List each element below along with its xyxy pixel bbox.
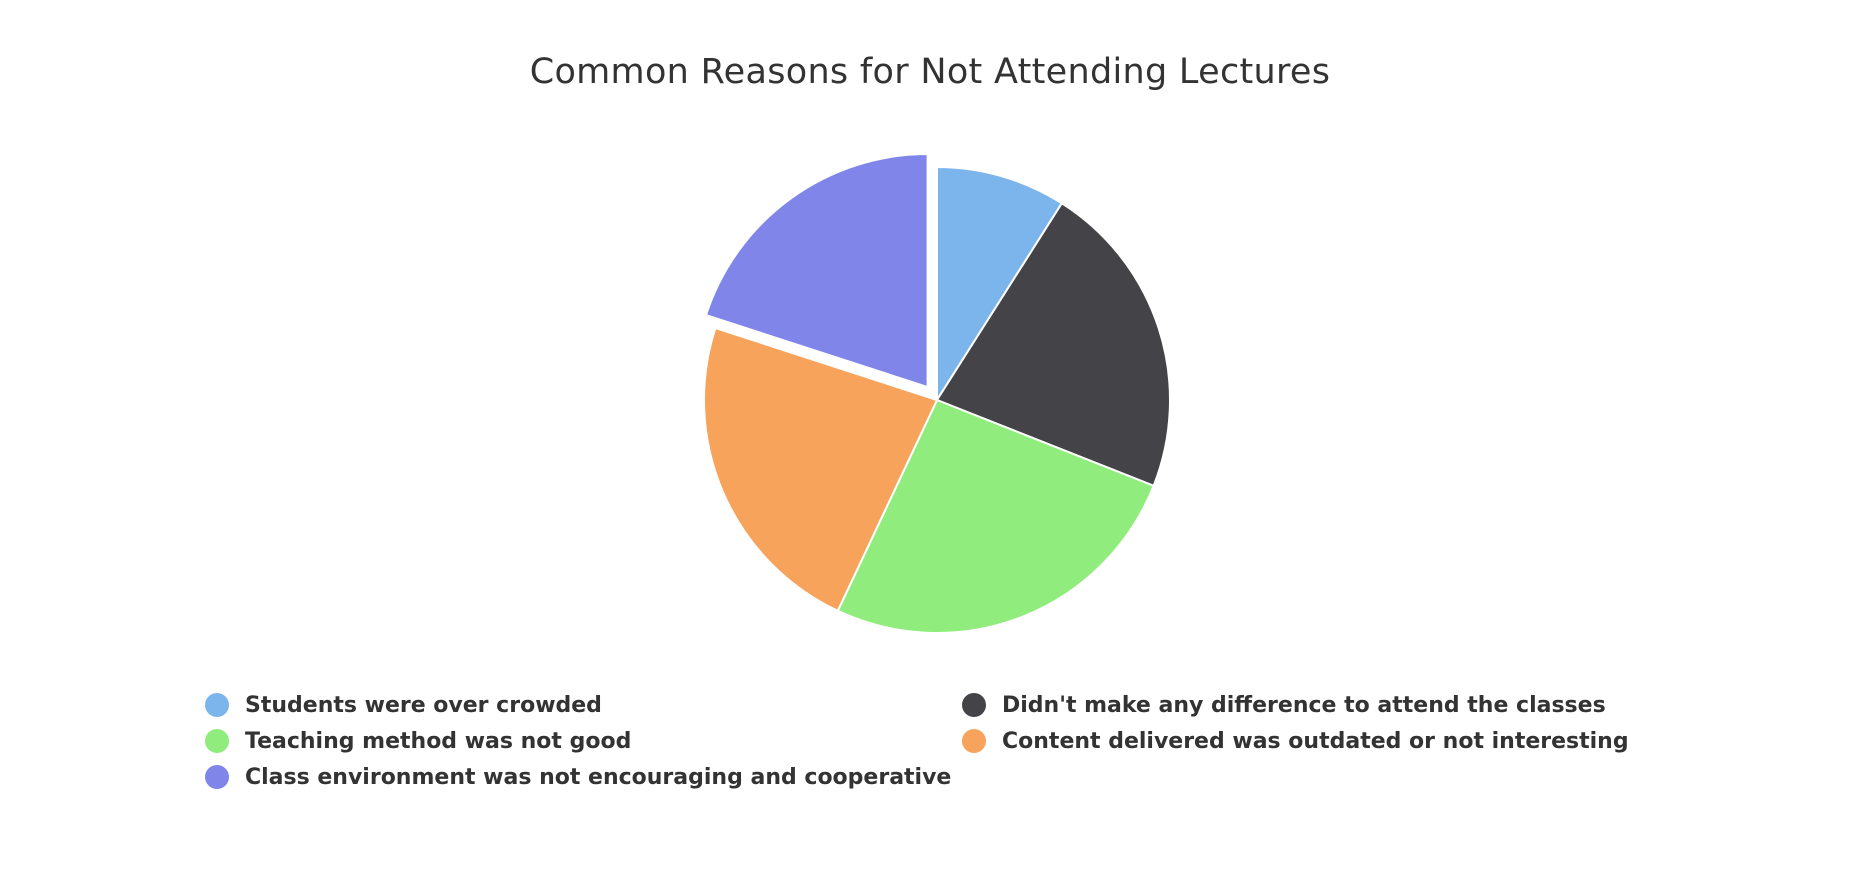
legend-item[interactable]: Didn't make any difference to attend the… xyxy=(962,688,1606,722)
legend-item[interactable]: Teaching method was not good xyxy=(205,724,631,758)
legend-swatch xyxy=(205,729,229,753)
pie-slice-2[interactable] xyxy=(936,202,1171,487)
legend-label: Content delivered was outdated or not in… xyxy=(1002,728,1629,754)
legend-swatch xyxy=(962,729,986,753)
legend-label: Class environment was not encouraging an… xyxy=(245,764,952,790)
pie-slice-5[interactable] xyxy=(704,153,929,389)
legend-label: Teaching method was not good xyxy=(245,728,632,754)
legend-item[interactable]: Students were over crowded xyxy=(205,688,602,722)
pie-slice-3[interactable] xyxy=(836,399,1155,634)
chart-title: Common Reasons for Not Attending Lecture… xyxy=(529,52,1331,92)
legend-item[interactable]: Content delivered was outdated or not in… xyxy=(962,724,1629,758)
legend-swatch xyxy=(962,693,986,717)
legend-swatch xyxy=(205,693,229,717)
pie-slice-1[interactable] xyxy=(936,166,1063,401)
legend-swatch xyxy=(205,765,229,789)
legend-label: Students were over crowded xyxy=(245,692,602,718)
legend-label: Didn't make any difference to attend the… xyxy=(1002,692,1606,718)
legend-item[interactable]: Class environment was not encouraging an… xyxy=(205,760,951,794)
pie-slice-4[interactable] xyxy=(703,326,938,612)
pie-slices xyxy=(703,153,1171,634)
